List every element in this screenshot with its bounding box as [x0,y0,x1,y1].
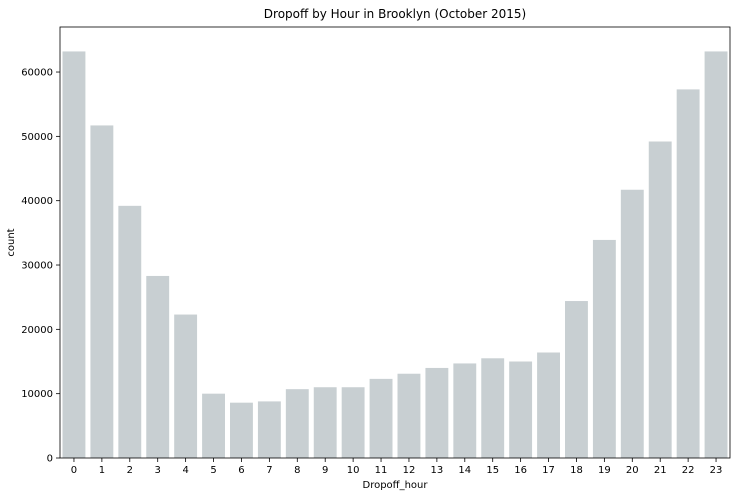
bar-2 [118,205,142,458]
bar-18 [565,301,588,458]
x-tick-label-21: 21 [654,465,667,476]
bar-7 [257,401,281,458]
y-axis-label: count [6,228,17,256]
x-tick-label-16: 16 [514,465,527,476]
x-tick-label-23: 23 [710,465,723,476]
bar-12 [397,373,421,458]
bar-14 [453,363,477,458]
y-tick-label-10000: 10000 [21,389,53,400]
x-tick-label-22: 22 [682,465,695,476]
x-tick-label-14: 14 [458,465,471,476]
x-tick-label-6: 6 [238,465,244,476]
x-tick-label-0: 0 [71,465,77,476]
bar-0 [62,51,86,459]
x-tick-label-5: 5 [210,465,216,476]
axes-group: 0 1 2 3 4 5 6 7 8 9 10 11 12 13 14 15 16 17 18 19 20 21 22 2301… [21,26,731,476]
bar-17 [537,352,560,458]
x-tick-label-1: 1 [99,465,105,476]
x-tick-label-19: 19 [598,465,611,476]
plot-frame [59,26,731,459]
y-tick-label-30000: 30000 [21,261,53,272]
bar-22 [676,89,700,459]
y-tick-label-60000: 60000 [21,68,53,79]
x-tick-label-7: 7 [266,465,272,476]
x-tick-label-11: 11 [375,465,388,476]
bar-13 [425,367,449,458]
bar-8 [285,389,309,458]
bar-20 [620,189,644,459]
x-tick-label-9: 9 [322,465,328,476]
y-tick-label-50000: 50000 [21,132,53,143]
bar-9 [313,387,337,458]
bar-5 [202,393,225,458]
bar-11 [369,378,393,458]
x-tick-label-17: 17 [542,465,555,476]
x-tick-label-12: 12 [403,465,416,476]
bar-16 [509,361,533,458]
bar-4 [174,314,198,458]
chart-title: Dropoff by Hour in Brooklyn (October 201… [264,7,526,21]
x-tick-label-3: 3 [155,465,161,476]
x-tick-label-20: 20 [626,465,639,476]
x-tick-label-2: 2 [127,465,133,476]
x-tick-label-10: 10 [347,465,360,476]
x-tick-label-8: 8 [294,465,300,476]
x-axis-label: Dropoff_hour [363,480,429,491]
x-tick-label-15: 15 [486,465,499,476]
bar-1 [90,125,114,458]
x-tick-label-13: 13 [431,465,444,476]
bar-23 [704,51,728,459]
bar-3 [146,275,170,458]
bar-6 [230,402,253,458]
bar-19 [592,239,616,458]
y-tick-label-0: 0 [47,454,53,465]
bars-group [62,51,728,459]
bar-21 [648,141,672,459]
x-tick-label-18: 18 [570,465,583,476]
bar-15 [481,358,505,458]
bar-10 [341,387,365,458]
x-tick-label-4: 4 [182,465,188,476]
y-tick-label-40000: 40000 [21,196,53,207]
y-tick-label-20000: 20000 [21,325,53,336]
